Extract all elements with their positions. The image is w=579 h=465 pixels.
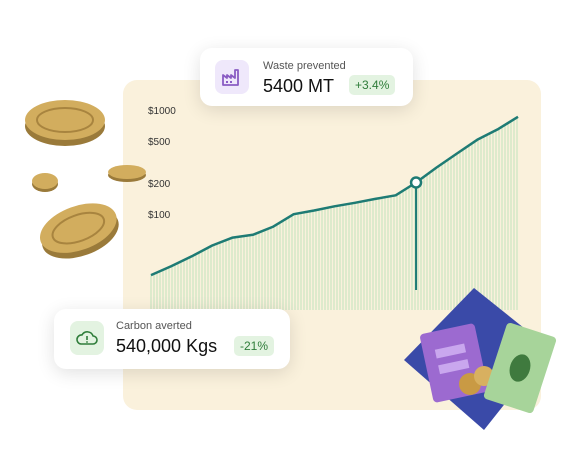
waste-change-badge: +3.4% <box>349 75 396 95</box>
waste-value: 5400 MT <box>263 76 335 96</box>
carbon-change-badge: -21% <box>234 336 275 356</box>
y-tick-label: $1000 <box>148 106 176 117</box>
carbon-averted-card: Carbon averted 540,000 Kgs -21% <box>54 309 290 369</box>
carbon-value: 540,000 Kgs <box>116 336 218 356</box>
coin-illustration-small <box>32 173 58 192</box>
chart-area-fill <box>150 117 518 310</box>
carbon-label: Carbon averted <box>116 320 192 332</box>
y-tick-label: $200 <box>148 178 171 190</box>
chart-series-line <box>150 115 519 277</box>
waste-prevented-card: Waste prevented 5400 MT +3.4% <box>200 48 413 106</box>
area-chart <box>150 115 519 310</box>
coin-illustration-tilted <box>39 203 119 259</box>
y-tick-label: $100 <box>148 210 171 221</box>
waste-label: Waste prevented <box>263 60 346 72</box>
coin-illustration-large <box>25 100 105 146</box>
cloud-alert-icon <box>70 321 104 355</box>
coin-illustration-medium <box>108 165 146 182</box>
y-tick-label: $500 <box>148 137 171 149</box>
factory-icon <box>215 60 249 94</box>
money-illustration <box>404 288 557 430</box>
highlight-point[interactable] <box>409 176 423 189</box>
